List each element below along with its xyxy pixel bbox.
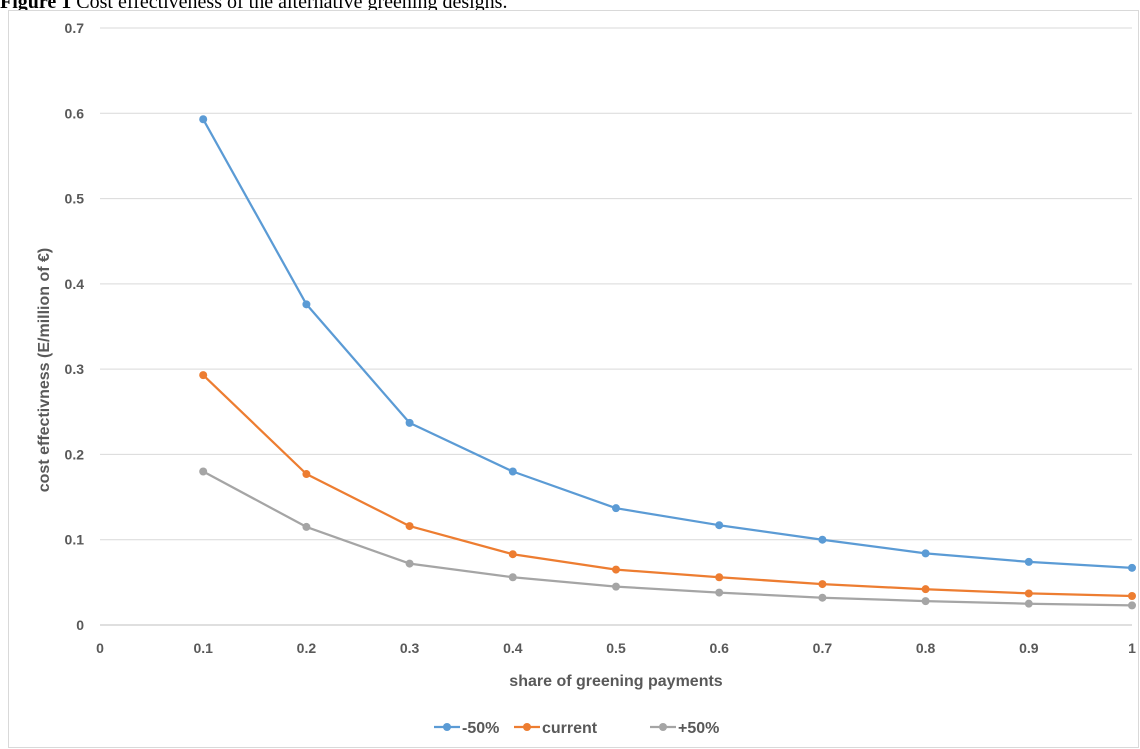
series-2 xyxy=(199,467,1136,610)
data-point xyxy=(508,467,517,476)
legend-item-0: -50% xyxy=(434,720,499,737)
y-axis-title: cost effectivness (E/million of €) xyxy=(36,248,53,493)
data-point xyxy=(612,582,620,591)
x-tick-label: 0.7 xyxy=(813,640,833,656)
x-tick-label: 0.8 xyxy=(916,640,936,656)
series-1 xyxy=(199,371,1136,601)
y-tick-label: 0.7 xyxy=(65,20,85,36)
y-axis-tick-labels: 0 0.1 0.2 0.3 0.4 0.5 0.6 0.7 xyxy=(65,20,85,633)
data-point xyxy=(715,588,724,597)
x-tick-label: 0.3 xyxy=(400,640,420,656)
data-point xyxy=(199,115,208,124)
figure-caption-text: Cost effectiveness of the alternative gr… xyxy=(71,0,508,13)
data-point xyxy=(1128,601,1136,610)
data-point xyxy=(921,585,930,594)
legend-label: +50% xyxy=(678,720,719,737)
data-point xyxy=(715,521,724,530)
y-tick-label: 0.5 xyxy=(65,191,85,207)
data-point xyxy=(1128,563,1136,572)
data-point xyxy=(612,504,620,513)
series-line xyxy=(202,470,1133,607)
data-point xyxy=(1024,589,1033,598)
data-point xyxy=(302,300,311,309)
x-tick-label: 0.6 xyxy=(709,640,729,656)
data-point xyxy=(508,550,517,559)
x-tick-label: 0.4 xyxy=(503,640,523,656)
data-point xyxy=(818,593,827,602)
legend: -50% current +50% xyxy=(434,720,719,737)
y-tick-label: 0.2 xyxy=(65,446,85,462)
series-line xyxy=(202,118,1133,570)
data-point xyxy=(508,573,517,582)
data-point xyxy=(1024,599,1033,608)
x-tick-label: 0.1 xyxy=(193,640,213,656)
legend-marker xyxy=(659,723,667,731)
legend-item-2: +50% xyxy=(650,720,719,737)
data-point xyxy=(302,470,311,479)
data-point xyxy=(921,597,930,606)
data-point xyxy=(818,580,827,589)
legend-item-1: current xyxy=(514,720,598,737)
figure-caption: Figure 1 Cost effectiveness of the alter… xyxy=(0,0,507,14)
y-tick-label: 0.3 xyxy=(65,361,85,377)
data-point xyxy=(715,573,724,582)
legend-marker xyxy=(443,723,451,731)
y-tick-label: 0.6 xyxy=(65,105,85,121)
y-tick-label: 0.4 xyxy=(65,276,85,292)
data-point xyxy=(405,418,414,427)
series-lines xyxy=(199,115,1136,610)
data-point xyxy=(405,559,414,568)
y-tick-label: 0.1 xyxy=(65,532,85,548)
series-line xyxy=(202,374,1133,598)
y-tick-label: 0 xyxy=(76,617,84,633)
x-axis-tick-labels: 0 0.1 0.2 0.3 0.4 0.5 0.6 0.7 0.8 0.9 1 xyxy=(96,640,1136,656)
data-point xyxy=(1128,592,1136,601)
data-point xyxy=(302,522,311,531)
gridlines xyxy=(100,27,1132,626)
x-tick-label: 0.9 xyxy=(1019,640,1039,656)
data-point xyxy=(199,467,208,476)
data-point xyxy=(405,522,414,531)
legend-marker xyxy=(523,723,531,731)
series-0 xyxy=(199,115,1136,572)
figure-caption-label: Figure 1 xyxy=(0,0,72,13)
x-tick-label: 0.2 xyxy=(297,640,317,656)
data-point xyxy=(818,535,827,544)
legend-label: current xyxy=(542,720,598,737)
data-point xyxy=(612,565,620,574)
data-point xyxy=(921,549,930,558)
data-point xyxy=(1024,557,1033,566)
x-tick-label: 1 xyxy=(1128,640,1136,656)
legend-label: -50% xyxy=(462,720,499,737)
x-tick-label: 0.5 xyxy=(606,640,626,656)
data-point xyxy=(199,371,208,380)
x-axis-title: share of greening payments xyxy=(509,673,722,690)
x-tick-label: 0 xyxy=(96,640,104,656)
